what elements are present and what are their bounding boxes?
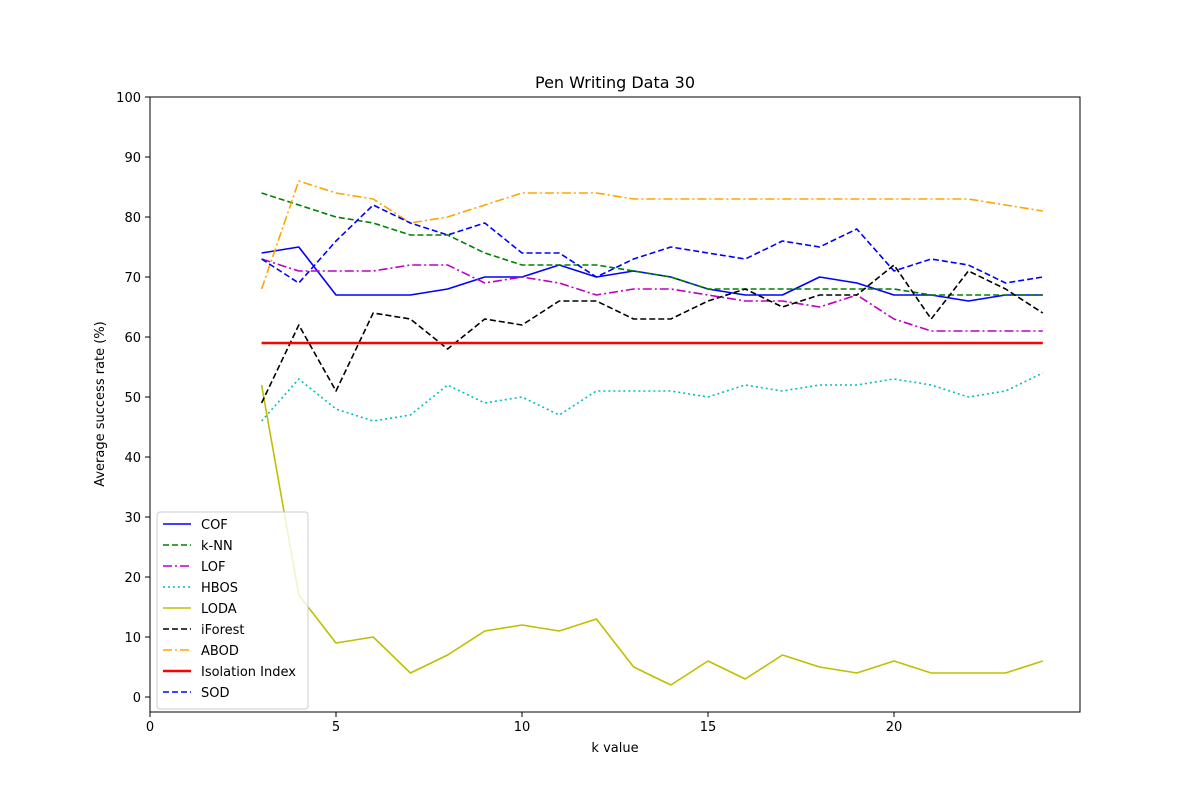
legend-label: k-NN bbox=[201, 539, 233, 554]
y-tick-label: 30 bbox=[124, 511, 141, 526]
chart-title: Pen Writing Data 30 bbox=[535, 73, 695, 92]
legend-label: COF bbox=[201, 518, 228, 533]
x-tick-label: 0 bbox=[146, 720, 154, 735]
series-line-cof bbox=[261, 246, 1043, 302]
x-axis-label: k value bbox=[591, 741, 638, 756]
y-tick-label: 90 bbox=[124, 151, 141, 166]
x-tick-label: 10 bbox=[514, 720, 531, 735]
x-tick-label: 20 bbox=[886, 720, 903, 735]
y-tick-label: 10 bbox=[124, 631, 141, 646]
axes: 0 5 10 15 20 0 10 20 30 40 50 60 70 80 90 100 bbox=[116, 91, 1081, 735]
y-tick-label: 50 bbox=[124, 391, 141, 406]
y-tick-label: 70 bbox=[124, 271, 141, 286]
x-tick-label: 5 bbox=[332, 720, 340, 735]
legend-label: iForest bbox=[201, 623, 245, 638]
legend-label: ABOD bbox=[201, 644, 239, 659]
legend: COF k-NN LOF HBOS LODA iForest ABOD Isolation I… bbox=[156, 511, 309, 710]
y-tick-label: 80 bbox=[124, 211, 141, 226]
series-line-loda bbox=[260, 384, 1044, 686]
legend-label: SOD bbox=[201, 686, 230, 701]
legend-label: HBOS bbox=[201, 581, 238, 596]
y-tick-label: 100 bbox=[116, 91, 141, 106]
y-tick-label: 40 bbox=[124, 451, 141, 466]
series-line-lof bbox=[261, 258, 1043, 332]
legend-label: LODA bbox=[201, 602, 237, 617]
y-tick-label: 60 bbox=[124, 331, 141, 346]
axes-frame bbox=[149, 96, 1081, 713]
legend-label: Isolation Index bbox=[201, 665, 296, 680]
x-tick-label: 15 bbox=[700, 720, 717, 735]
y-tick-label: 20 bbox=[124, 571, 141, 586]
series-line-abod bbox=[260, 180, 1043, 290]
series-line-hbos bbox=[261, 372, 1044, 422]
series-line-iforest bbox=[260, 264, 1044, 404]
series-line-sod bbox=[261, 204, 1043, 284]
legend-box bbox=[156, 511, 309, 710]
plot-area bbox=[260, 180, 1044, 686]
y-axis-label: Average success rate (%) bbox=[93, 321, 108, 487]
y-tick-label: 0 bbox=[133, 691, 141, 706]
legend-label: LOF bbox=[201, 560, 226, 575]
